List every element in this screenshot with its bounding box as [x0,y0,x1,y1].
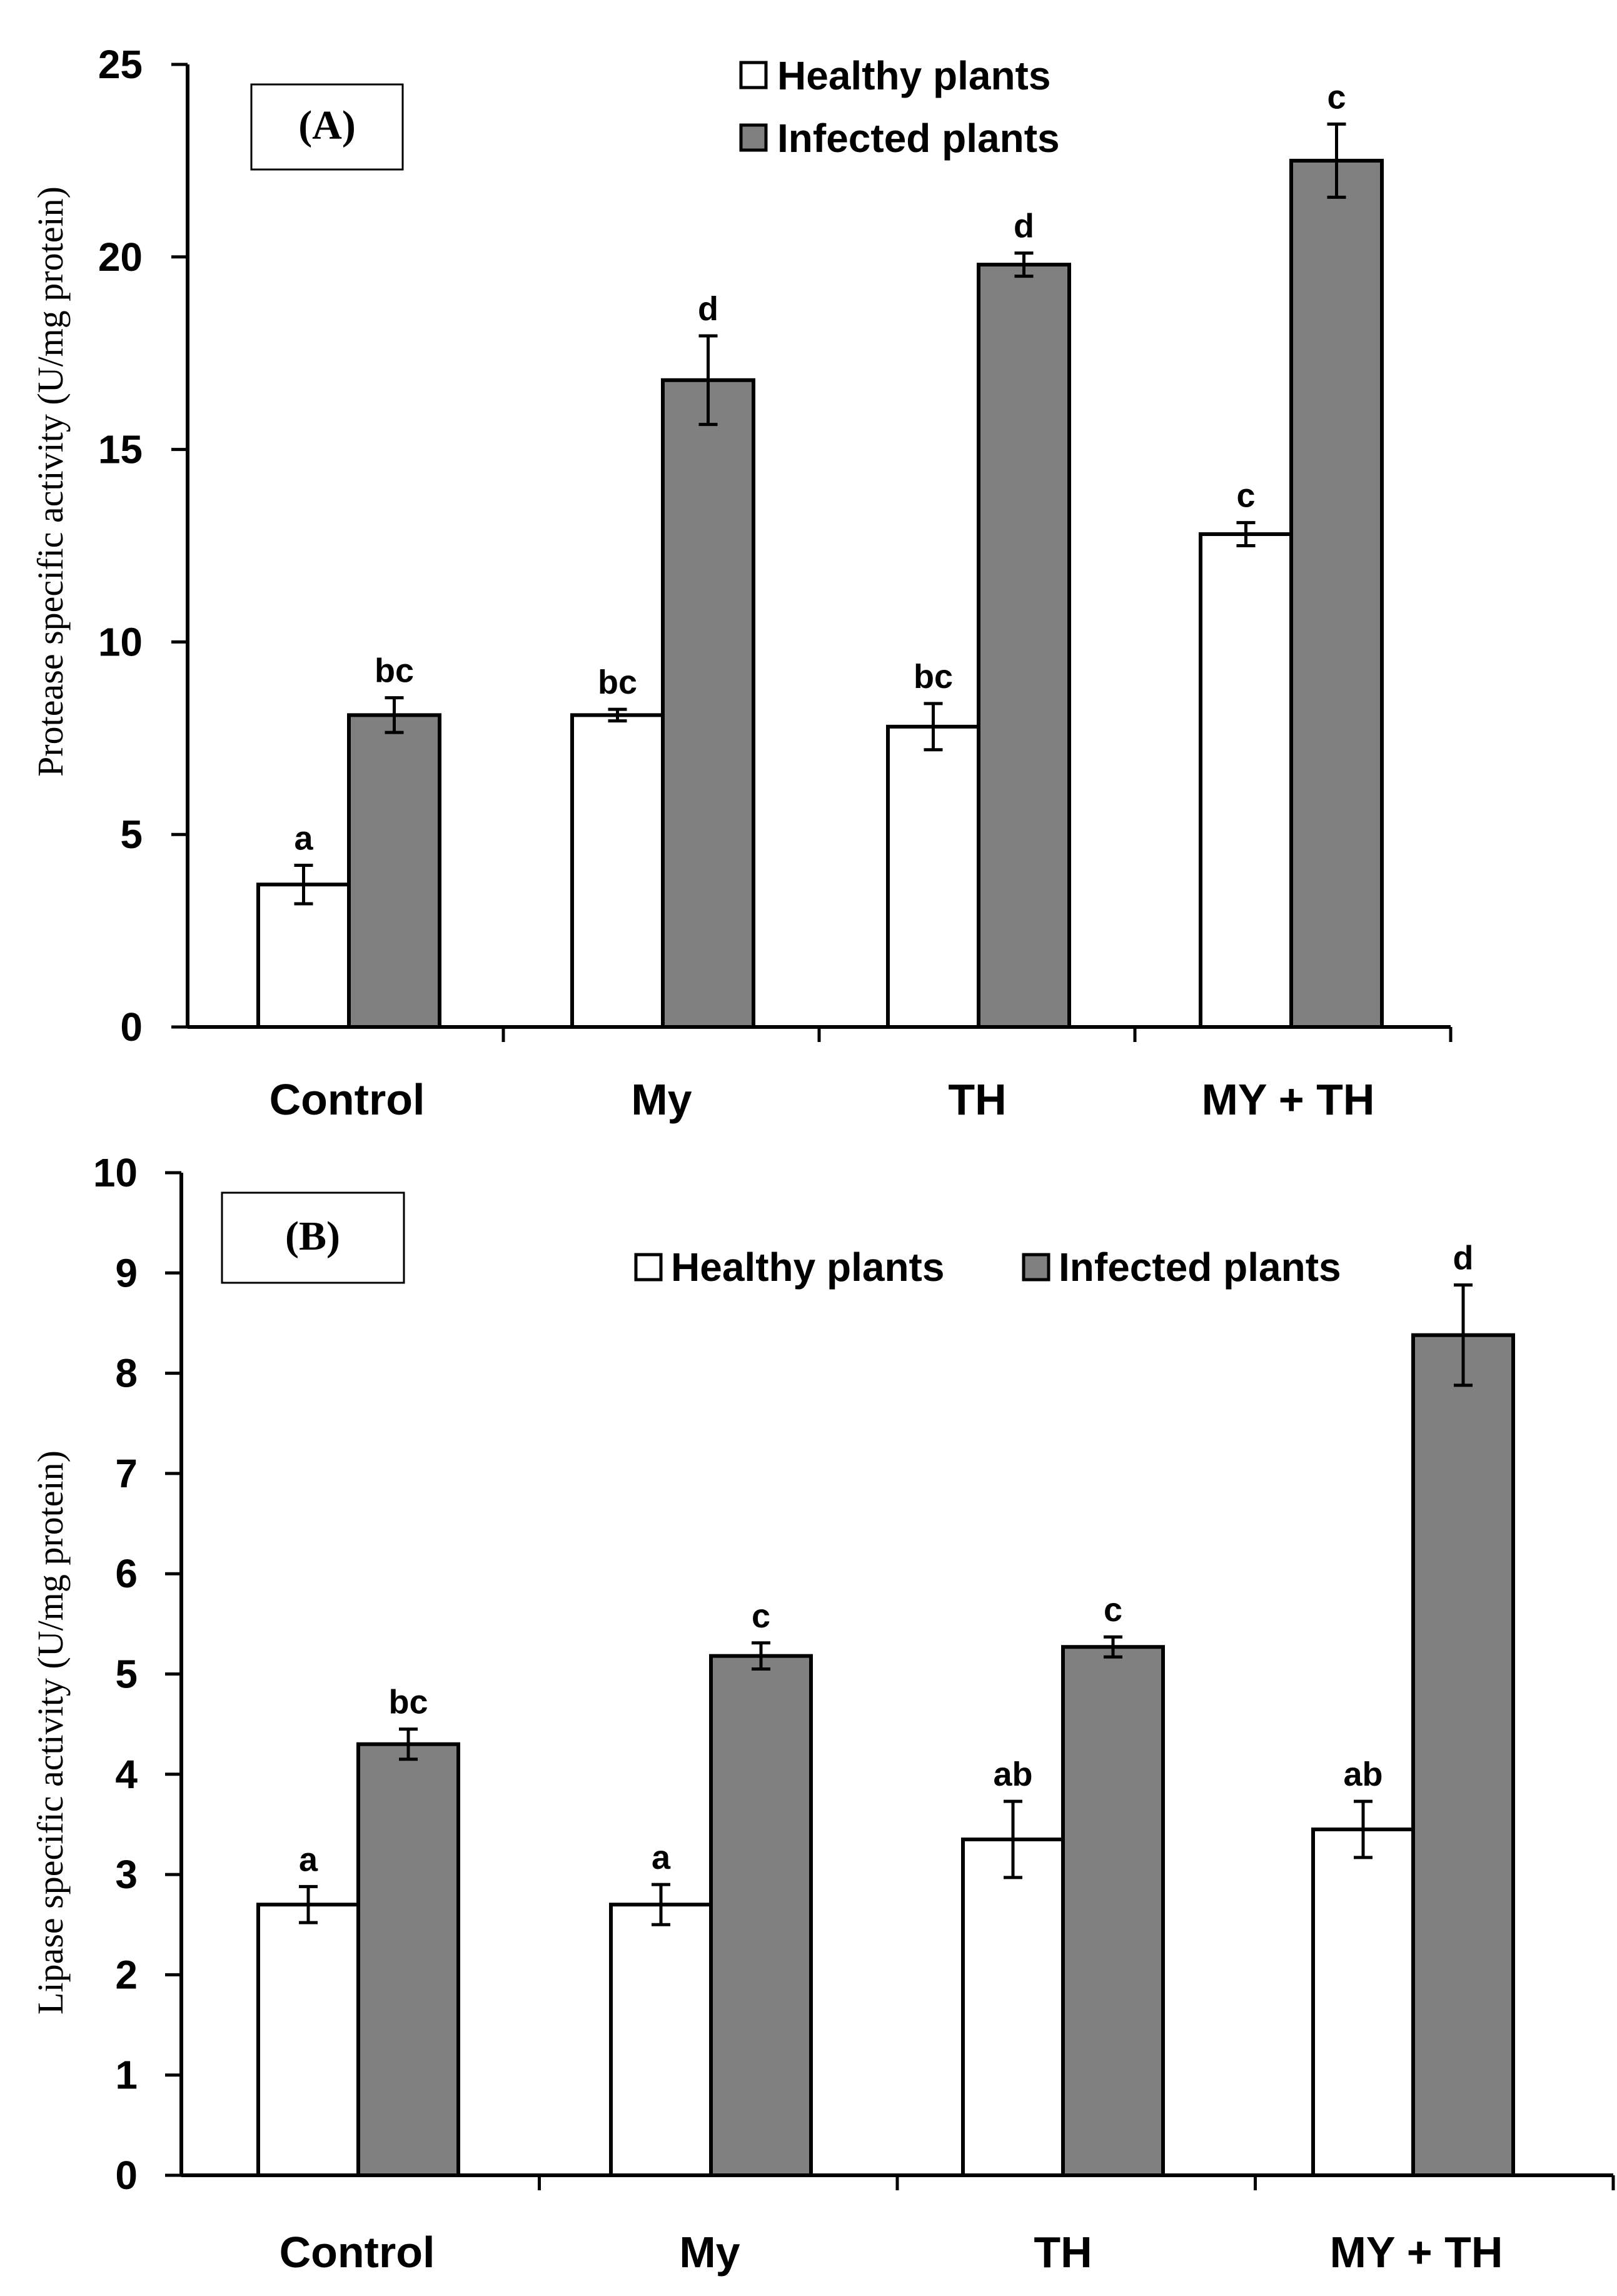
panel-b-lipase-chart: Lipase specific activity (U/mg protein) … [30,1150,1615,2277]
panel-a-bar-healthy-3 [1199,532,1293,1029]
panel-b-significance-letter-0-1: a [652,1839,671,1876]
panel-b-label-box [221,1191,405,1284]
panel-b-significance-letter-1-0: bc [388,1684,428,1721]
panel-b-bar-infected-1 [709,1654,813,2177]
panel-b-significance-letter-1-3: d [1453,1240,1474,1277]
panel-b-legend: Healthy plants Infected plants [634,1245,1341,1290]
panel-b-significance-letter-1-2: c [1104,1591,1122,1629]
panel-b-bar-infected-0 [356,1742,460,2177]
panel-a-significance-letter-0-2: bc [914,658,953,695]
panel-b-plot-area: a a ab ab bc c c d 0 1 2 3 4 5 6 7 8 9 10 Control My TH MY + T… [93,1150,1615,2277]
panel-a-category-label-1: My [631,1075,692,1124]
panel-a-significance-letter-0-1: bc [598,664,637,701]
panel-a-label: (A) [298,103,356,148]
panel-b-significance-letter-0-2: ab [993,1756,1032,1793]
panel-b-category-label-0: Control [280,2228,435,2277]
panel-a-y-tick-label: 25 [98,42,143,87]
panel-a-bar-healthy-0 [256,882,351,1029]
panel-a-significance-letter-1-2: d [1014,208,1034,245]
panel-b-label: (B) [285,1213,340,1259]
legend-label-infected: Infected plants [1059,1245,1341,1290]
panel-a-bar-healthy-2 [886,724,980,1029]
panel-b-significance-letter-0-0: a [299,1841,318,1878]
legend-swatch-healthy [634,1253,663,1282]
legend-label-infected: Infected plants [777,116,1060,161]
panel-a-plot-area: a bc bc c bc d d c 0 5 10 15 20 25 Control My TH MY + TH [98,42,1453,1124]
panel-a-bar-infected-3 [1289,158,1384,1029]
panel-a-y-tick-label: 10 [98,619,143,664]
panel-b-y-tick-label: 4 [115,1752,138,1797]
panel-b-bar-healthy-0 [256,1903,360,2177]
panel-b-y-tick-label: 10 [93,1150,138,1195]
panel-b-y-tick-label: 6 [115,1551,138,1596]
panel-a-bar-healthy-1 [570,713,665,1029]
legend-swatch-infected [1022,1253,1050,1282]
panel-b-y-tick-label: 8 [115,1351,138,1396]
panel-b-bar-healthy-1 [609,1903,713,2177]
panel-a-legend: Healthy plants Infected plants [739,53,1060,161]
panel-b-y-tick-label: 9 [115,1250,138,1295]
panel-a-category-label-2: TH [948,1075,1006,1124]
panel-b-bar-healthy-2 [961,1837,1065,2178]
panel-a-y-tick-label: 20 [98,235,143,280]
legend-label-healthy: Healthy plants [777,53,1050,98]
panel-a-bar-infected-0 [347,713,441,1029]
panel-b-y-tick-label: 7 [115,1451,138,1496]
panel-b-y-tick-label: 2 [115,1952,138,1997]
panel-a-bar-infected-1 [661,378,755,1029]
panel-a-significance-letter-0-0: a [294,819,313,857]
panel-a-y-tick-label: 15 [98,427,143,472]
panel-b-y-tick-label: 0 [115,2153,138,2198]
panel-b-significance-letter-0-3: ab [1343,1756,1383,1793]
panel-a-category-label-0: Control [270,1075,425,1124]
panel-b-category-label-2: TH [1034,2228,1092,2277]
panel-b-category-label-1: My [679,2228,740,2277]
panel-b-bar-healthy-3 [1311,1827,1415,2178]
panel-a-significance-letter-0-3: c [1236,477,1255,515]
panel-b-bar-infected-2 [1061,1645,1165,2177]
legend-swatch-healthy [739,61,768,89]
panel-a-y-tick-label: 0 [120,1004,143,1049]
legend-swatch-infected [739,123,768,152]
panel-b-y-tick-label: 3 [115,1852,138,1897]
panel-b-y-tick-label: 5 [115,1652,138,1697]
panel-b-bar-infected-3 [1411,1333,1515,2177]
panel-a-label-box [250,83,404,171]
panel-a-bar-infected-2 [977,263,1071,1029]
panel-a-category-label-3: MY + TH [1202,1075,1375,1124]
panel-b-y-tick-label: 1 [115,2053,138,2098]
panel-a-significance-letter-1-0: bc [375,652,414,690]
panel-b-y-axis-label: Lipase specific activity (U/mg protein) [30,1450,71,2015]
panel-a-protease-chart: Protease specific activity (U/mg protein… [30,42,1453,1124]
panel-b-category-label-3: MY + TH [1330,2228,1503,2277]
panel-b-significance-letter-1-1: c [752,1597,770,1635]
panel-a-y-tick-label: 5 [120,812,143,857]
panel-a-significance-letter-1-1: d [698,290,718,328]
panel-a-y-axis-label: Protease specific activity (U/mg protein… [30,186,71,777]
legend-label-healthy: Healthy plants [671,1245,944,1290]
panel-a-significance-letter-1-3: c [1327,78,1346,116]
